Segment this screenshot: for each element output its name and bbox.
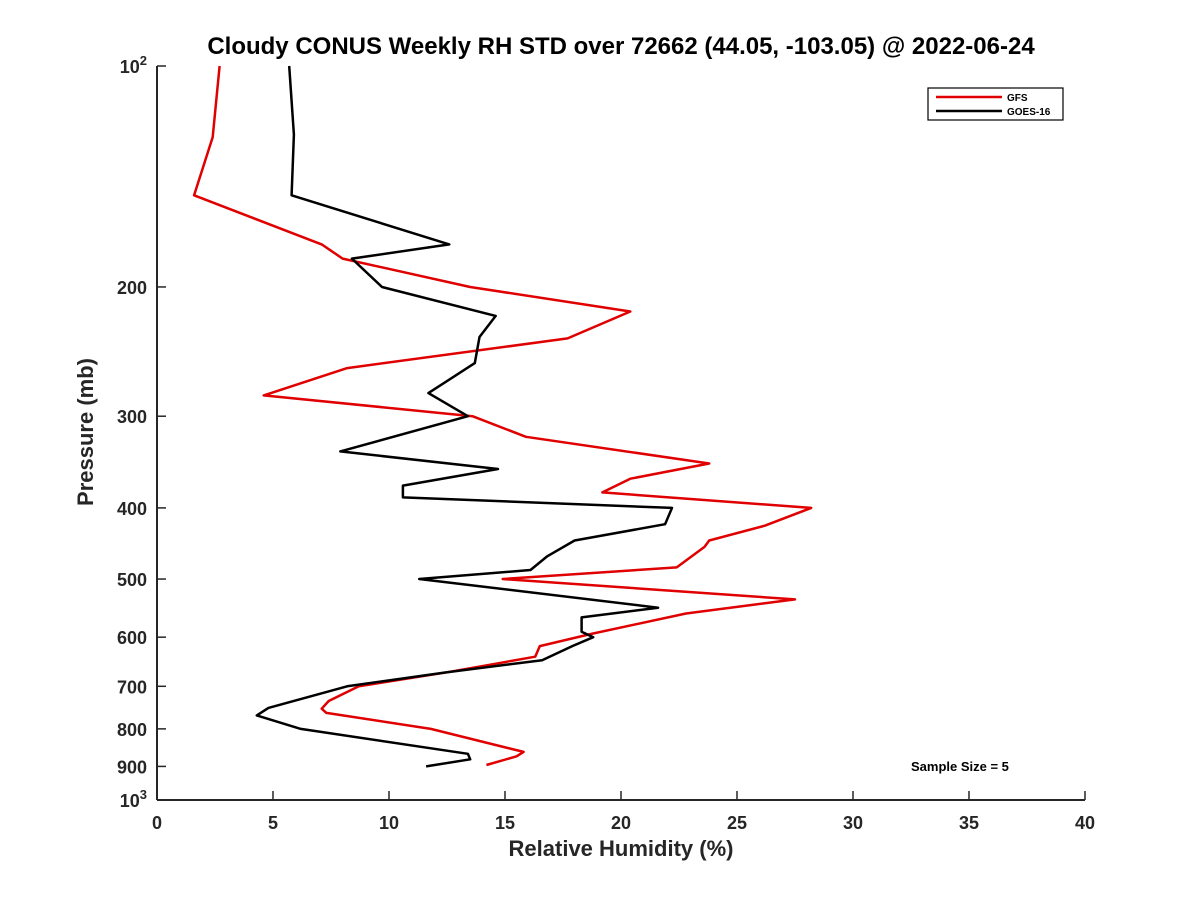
x-tick-label: 35 bbox=[959, 813, 979, 833]
y-tick-label: 102 bbox=[120, 53, 147, 77]
axes bbox=[156, 66, 1085, 801]
y-tick-label: 500 bbox=[117, 570, 147, 590]
y-tick-label: 200 bbox=[117, 278, 147, 298]
y-axis-label: Pressure (mb) bbox=[73, 358, 98, 506]
y-tick-label: 400 bbox=[117, 499, 147, 519]
y-tick-label: 800 bbox=[117, 720, 147, 740]
x-tick-label: 10 bbox=[379, 813, 399, 833]
legend: GFS GOES-16 bbox=[927, 87, 1064, 121]
x-tick-label: 15 bbox=[495, 813, 515, 833]
y-ticks: 102 200 300 400 500 600 700 800 900 103 bbox=[117, 53, 166, 811]
x-ticks: 0 5 10 15 20 25 30 35 40 bbox=[152, 791, 1095, 833]
y-tick-label: 700 bbox=[117, 677, 147, 697]
y-tick-label: 900 bbox=[117, 757, 147, 777]
x-tick-label: 0 bbox=[152, 813, 162, 833]
legend-label-goes16: GOES-16 bbox=[1007, 107, 1051, 118]
series-line-gfs bbox=[192, 65, 813, 767]
x-tick-label: 5 bbox=[268, 813, 278, 833]
x-axis-label: Relative Humidity (%) bbox=[509, 836, 734, 861]
x-tick-label: 30 bbox=[843, 813, 863, 833]
x-tick-label: 20 bbox=[611, 813, 631, 833]
chart-title: Cloudy CONUS Weekly RH STD over 72662 (4… bbox=[207, 33, 1035, 60]
series-line-goes16 bbox=[255, 65, 674, 768]
plot-lines bbox=[192, 65, 813, 768]
sample-size-annotation: Sample Size = 5 bbox=[911, 759, 1009, 774]
y-tick-label: 103 bbox=[120, 787, 147, 811]
x-tick-label: 40 bbox=[1075, 813, 1095, 833]
y-tick-label: 600 bbox=[117, 628, 147, 648]
legend-label-gfs: GFS bbox=[1007, 93, 1028, 104]
legend-box bbox=[927, 87, 1064, 121]
x-tick-label: 25 bbox=[727, 813, 747, 833]
y-tick-label: 300 bbox=[117, 407, 147, 427]
